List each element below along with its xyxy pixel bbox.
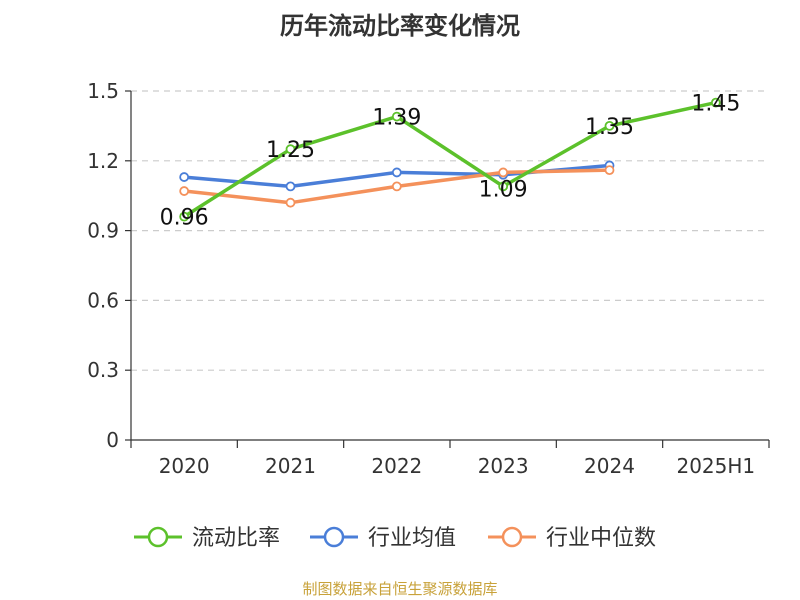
x-tick-label: 2020: [159, 454, 210, 478]
data-label: 1.25: [266, 138, 315, 163]
y-tick-label: 1.5: [87, 79, 119, 103]
y-tick-label: 0: [106, 428, 119, 452]
series-line: [183, 100, 717, 219]
x-tick-label: 2022: [371, 454, 422, 478]
data-point: [285, 197, 296, 208]
data-point: [604, 121, 615, 131]
data-point: [285, 144, 296, 155]
data-point: [391, 167, 402, 178]
source-note: 制图数据来自恒生聚源数据库: [302, 580, 498, 598]
y-tick-label: 0.3: [87, 358, 119, 382]
x-tick-label: 2024: [584, 454, 635, 478]
legend-swatch-marker: [147, 526, 169, 548]
data-point: [179, 211, 190, 222]
data-label: 1.35: [585, 115, 634, 140]
y-tick-label: 1.2: [87, 149, 119, 173]
y-tick-label: 0.9: [87, 219, 119, 243]
data-point: [604, 165, 615, 176]
legend-swatch-marker: [323, 526, 345, 548]
data-label: 1.09: [479, 177, 528, 202]
legend-label: 行业中位数: [546, 526, 656, 551]
data-point: [179, 172, 190, 182]
data-point: [285, 181, 296, 192]
y-tick-label: 0.6: [87, 288, 119, 312]
legend-swatch-marker: [501, 526, 523, 548]
chart-title: 历年流动比率变化情况: [280, 12, 520, 40]
x-tick-label: 2023: [478, 454, 529, 478]
legend-label: 流动比率: [192, 526, 280, 551]
data-label: 1.39: [372, 106, 421, 131]
data-point: [391, 111, 402, 122]
data-point: [498, 181, 509, 192]
data-point: [179, 186, 190, 196]
x-tick-label: 2025H1: [676, 454, 755, 478]
data-label: 1.45: [691, 92, 740, 117]
legend-label: 行业均值: [368, 526, 456, 551]
x-tick-label: 2021: [265, 454, 316, 478]
data-point: [498, 167, 509, 178]
data-point: [710, 97, 721, 108]
data-label: 0.96: [160, 206, 209, 231]
data-point: [391, 181, 402, 192]
